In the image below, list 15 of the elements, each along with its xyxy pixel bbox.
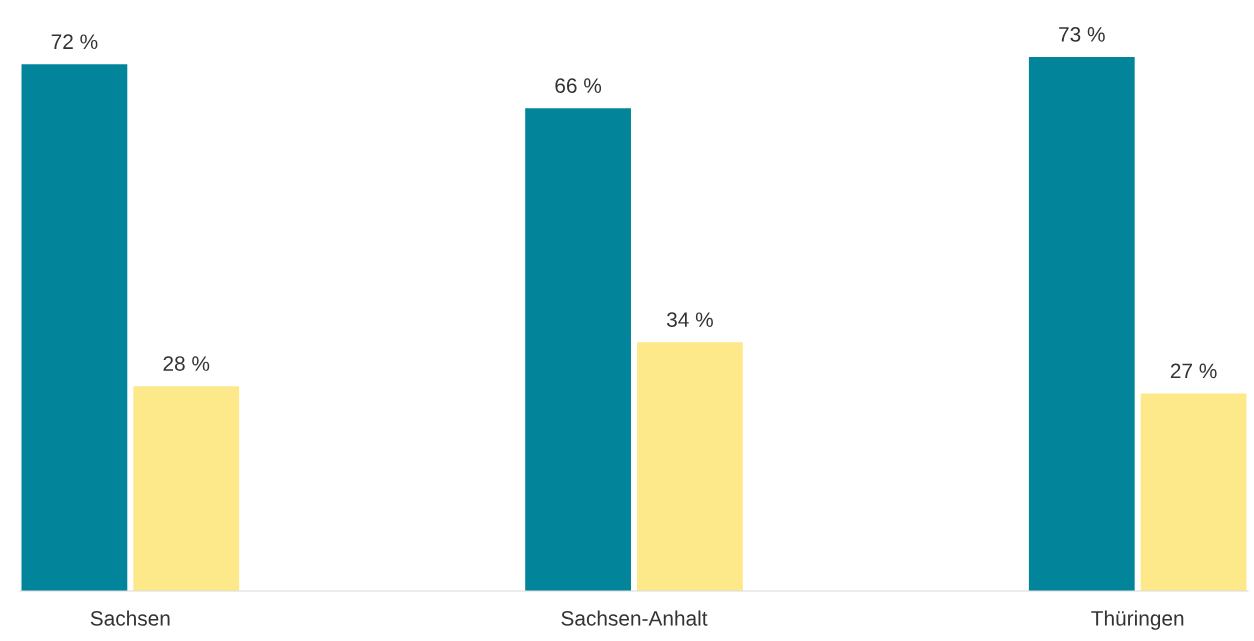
data-label: 66 % <box>555 78 602 93</box>
x-tick-label: Thüringen <box>1091 610 1184 630</box>
x-tick-label: Sachsen <box>90 610 170 626</box>
data-label: 28 % <box>163 356 210 371</box>
bar <box>21 64 128 591</box>
data-label: 27 % <box>1170 363 1217 379</box>
bar <box>525 108 631 591</box>
x-tick-label: Sachsen-Anhalt <box>561 610 708 626</box>
data-label: 34 % <box>666 312 713 328</box>
bar <box>637 342 743 591</box>
data-label: 72 % <box>51 34 98 49</box>
data-label: 73 % <box>1059 27 1105 42</box>
bar <box>1028 57 1135 591</box>
bar <box>133 386 240 591</box>
bar <box>1140 393 1247 591</box>
